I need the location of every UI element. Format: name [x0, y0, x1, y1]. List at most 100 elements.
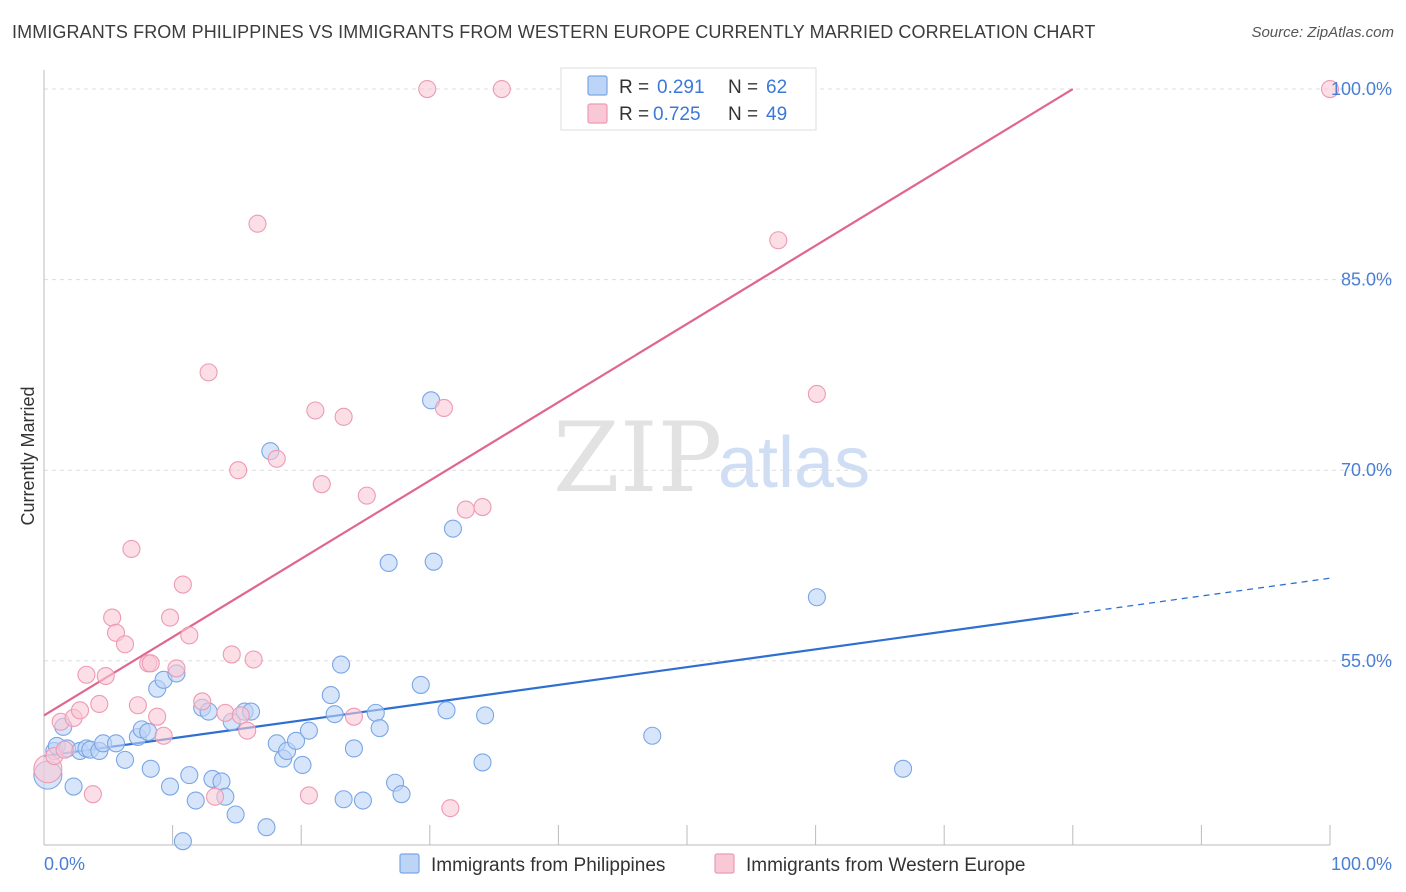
western-europe-point [205, 787, 225, 806]
western-europe-point [83, 785, 102, 804]
philippines-point [180, 766, 199, 785]
western-europe-point [55, 740, 74, 759]
western-europe-point [312, 475, 331, 494]
philippines-point [332, 655, 351, 674]
western-europe-point [807, 384, 826, 404]
western-europe-point [122, 539, 141, 559]
western-europe-point [141, 654, 160, 673]
watermark: ZIP atlas [553, 402, 870, 514]
philippines-point [344, 739, 363, 758]
western-europe-point [418, 80, 437, 99]
bottom-legend: Immigrants from Philippines Immigrants f… [399, 853, 1025, 876]
western-europe-trend-line [43, 88, 1074, 717]
philippines-point [299, 721, 318, 740]
legend-r-value-philippines: 0.291 [657, 77, 705, 98]
legend-n-label-philippines: N = [728, 77, 758, 98]
philippines-point [411, 675, 430, 694]
western-europe-point [357, 486, 376, 505]
western-europe-point [299, 786, 318, 805]
western-europe-point [434, 398, 453, 418]
western-europe-point [90, 694, 109, 714]
philippines-point [257, 818, 276, 837]
philippines-point [139, 722, 158, 741]
y-tick-label: 85.0% [1341, 270, 1392, 290]
legend-swatch-philippines [587, 75, 608, 96]
philippines-point [366, 703, 385, 722]
philippines-point [334, 790, 353, 809]
western-europe-point [180, 626, 199, 645]
legend-n-value-western-europe: 49 [766, 104, 787, 125]
philippines-point [226, 805, 245, 824]
bottom-legend-swatch-western-europe [714, 853, 735, 874]
philippines-point [424, 552, 443, 571]
watermark-atlas: atlas [718, 423, 870, 503]
y-tick-labels: 55.0% 70.0% 85.0% 100.0% [1331, 79, 1392, 671]
western-europe-point [231, 706, 250, 725]
western-europe-point [128, 696, 147, 715]
philippines-point [893, 759, 913, 778]
philippines-point [643, 726, 662, 745]
bottom-legend-swatch-philippines [399, 853, 420, 874]
western-europe-point [344, 707, 363, 726]
philippines-trend-line [43, 612, 1073, 758]
philippines-point [473, 753, 492, 772]
y-tick-label: 100.0% [1331, 79, 1392, 99]
x-tick-label-min: 0.0% [44, 854, 85, 874]
legend: R = 0.291 N = 62 R = 0.725 N = 49 [560, 67, 817, 131]
western-europe-point [441, 799, 460, 818]
philippines-point [141, 759, 160, 778]
western-europe-point [96, 666, 115, 686]
legend-r-value-western-europe: 0.725 [653, 104, 701, 125]
western-europe-point [334, 407, 353, 426]
western-europe-point [148, 707, 167, 726]
legend-swatch-western-europe [587, 103, 608, 124]
philippines-point [321, 686, 340, 705]
western-europe-point [456, 500, 475, 519]
legend-r-label-western-europe: R = [619, 104, 649, 125]
philippines-point [64, 777, 83, 796]
legend-n-label-western-europe: N = [728, 104, 758, 125]
western-europe-point [244, 650, 263, 669]
western-europe-point [154, 726, 173, 745]
philippines-point [186, 791, 205, 810]
philippines-point [325, 705, 344, 724]
y-tick-label: 55.0% [1341, 651, 1392, 671]
x-tick-label-max: 100.0% [1331, 854, 1392, 874]
philippines-point [173, 832, 192, 851]
philippines-point [807, 588, 826, 607]
western-europe-point [70, 701, 90, 720]
western-europe-point [769, 231, 788, 250]
watermark-zip: ZIP [553, 402, 722, 514]
philippines-point [212, 772, 231, 791]
source-label: Source: ZipAtlas.com [1251, 24, 1394, 41]
philippines-point [379, 553, 398, 573]
y-axis-label: Currently Married [18, 386, 38, 525]
philippines-point [443, 519, 462, 538]
y-tick-label: 70.0% [1341, 460, 1392, 480]
western-europe-point [1320, 80, 1340, 99]
bottom-legend-label-philippines: Immigrants from Philippines [431, 855, 665, 876]
axis-layer [43, 70, 1331, 846]
philippines-point [287, 731, 306, 750]
western-europe-point [229, 461, 248, 480]
trend-layer [43, 88, 1331, 758]
western-europe-point [473, 497, 492, 517]
bottom-legend-label-western-europe: Immigrants from Western Europe [746, 855, 1025, 876]
philippines-point [160, 777, 180, 796]
philippines-trend-line-extension [1072, 577, 1331, 615]
philippines-point [392, 785, 411, 804]
western-europe-point [216, 703, 235, 722]
legend-n-value-philippines: 62 [766, 77, 787, 98]
western-europe-point [199, 363, 218, 382]
philippines-point [293, 755, 312, 775]
western-europe-point [193, 692, 212, 711]
grid-layer [44, 88, 1392, 662]
chart-title: IMMIGRANTS FROM PHILIPPINES VS IMMIGRANT… [12, 22, 1096, 42]
philippines-point [353, 791, 372, 810]
western-europe-point [492, 80, 511, 99]
philippines-point [437, 701, 456, 720]
western-europe-point [238, 721, 257, 740]
western-europe-point [267, 449, 286, 468]
western-europe-point [306, 401, 325, 420]
